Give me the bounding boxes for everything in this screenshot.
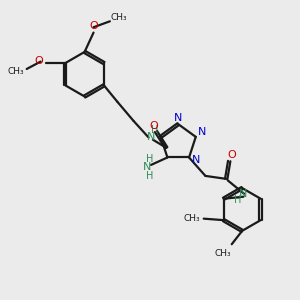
Text: N: N: [238, 189, 247, 199]
Text: N: N: [174, 113, 182, 123]
Text: N: N: [146, 132, 155, 142]
Text: H: H: [152, 125, 159, 135]
Text: N: N: [197, 128, 206, 137]
Text: O: O: [89, 21, 98, 31]
Text: H: H: [234, 195, 242, 205]
Text: N: N: [142, 162, 151, 172]
Text: CH₃: CH₃: [214, 249, 231, 258]
Text: H: H: [146, 171, 153, 181]
Text: CH₃: CH₃: [8, 67, 25, 76]
Text: O: O: [34, 56, 43, 66]
Text: N: N: [191, 155, 200, 165]
Text: O: O: [149, 121, 158, 131]
Text: CH₃: CH₃: [110, 13, 127, 22]
Text: O: O: [227, 150, 236, 160]
Text: H: H: [146, 154, 153, 164]
Text: CH₃: CH₃: [184, 214, 200, 223]
